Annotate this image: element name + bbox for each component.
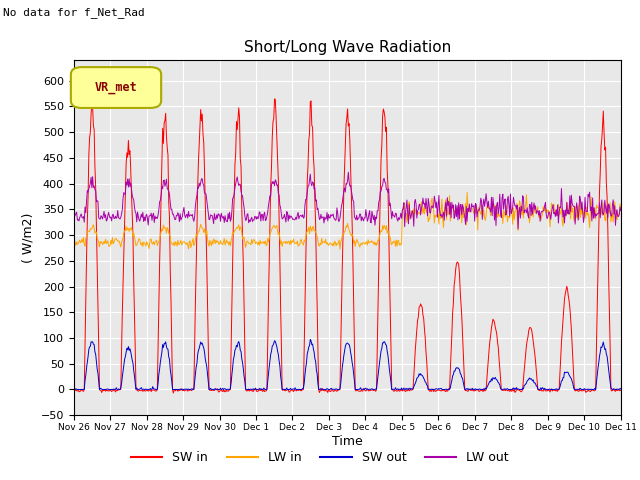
Line: SW out: SW out [74,339,621,389]
LW in [220,236,228,241]
Text: No data for f_Net_Rad: No data for f_Net_Rad [3,7,145,18]
SW out [79,386,87,392]
SW in [271,96,278,102]
SW in [617,387,625,393]
LW in [617,205,625,211]
X-axis label: Time: Time [332,434,363,448]
SW in [136,387,143,393]
SW in [70,387,77,393]
LW in [431,220,438,226]
LW in [136,237,143,242]
LW in [79,235,87,240]
SW out [617,386,625,392]
SW out [70,386,77,392]
LW out [344,169,352,175]
LW out [415,206,422,212]
SW in [79,388,87,394]
Legend: SW in, LW in, SW out, LW out: SW in, LW in, SW out, LW out [126,446,514,469]
LW out [191,204,199,209]
LW out [79,214,87,219]
Line: LW in: LW in [74,192,621,249]
Title: Short/Long Wave Radiation: Short/Long Wave Radiation [244,40,451,55]
Text: VR_met: VR_met [95,81,138,94]
LW out [617,208,625,214]
SW in [415,304,423,310]
Line: SW in: SW in [74,99,621,393]
SW out [307,336,314,342]
SW out [415,373,422,379]
LW out [70,217,77,223]
SW out [191,372,199,377]
SW in [170,390,177,396]
LW in [70,239,77,244]
LW in [336,246,344,252]
LW in [191,237,199,243]
LW in [415,210,422,216]
Line: LW out: LW out [74,172,621,229]
LW out [431,193,438,199]
SW out [431,386,438,392]
SW in [431,388,439,394]
LW in [463,190,471,195]
SW in [221,388,229,394]
SW in [192,264,200,270]
LW out [220,220,228,226]
SW out [136,386,143,392]
Y-axis label: ( W/m2): ( W/m2) [22,213,35,263]
FancyBboxPatch shape [71,67,161,108]
LW out [514,226,522,232]
LW out [136,218,143,224]
SW out [220,386,228,392]
